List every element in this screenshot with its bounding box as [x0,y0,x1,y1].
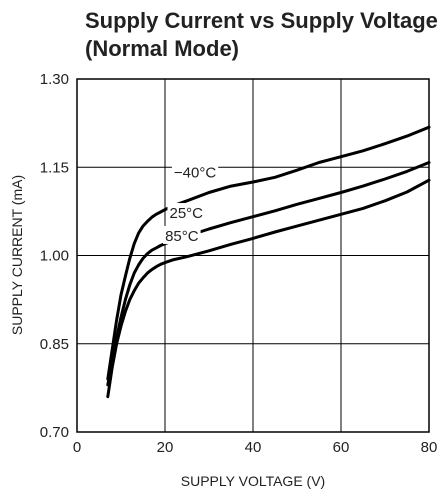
x-tick-label: 60 [333,439,350,456]
series-label-background [171,162,219,181]
y-tick-label: 1.15 [40,159,69,176]
x-axis-label: SUPPLY VOLTAGE (V) [181,473,325,489]
series-labels: −40°C 25°C 85°C [163,162,219,245]
x-tick-labels: 0 20 40 60 80 [73,439,438,456]
plot-frame [76,78,430,433]
x-tick-label: 40 [245,439,262,456]
series-line-0 [106,125,431,381]
series-label-background [167,203,205,222]
chart-title-line-2: (Normal Mode) [85,36,239,61]
series-label-1: 25°C [169,205,203,222]
chart-title-line-1: Supply Current vs Supply Voltage [85,8,438,33]
series-label-0: −40°C [174,165,216,182]
y-tick-labels: 0.70 0.85 1.00 1.15 1.30 [40,71,69,441]
grid-lines [77,79,429,432]
y-axis-label: SUPPLY CURRENT (mA) [9,175,25,335]
y-tick-label: 1.00 [40,248,69,265]
series-label-2: 85°C [165,228,199,245]
series-line-2 [106,178,431,399]
y-tick-label: 1.30 [40,71,69,88]
y-tick-label: 0.85 [40,336,69,353]
series-label-background [163,225,201,244]
x-tick-label: 0 [73,439,81,456]
series-line-1 [106,161,431,387]
x-tick-label: 20 [157,439,174,456]
x-tick-label: 80 [421,439,438,456]
y-tick-label: 0.70 [40,424,69,441]
